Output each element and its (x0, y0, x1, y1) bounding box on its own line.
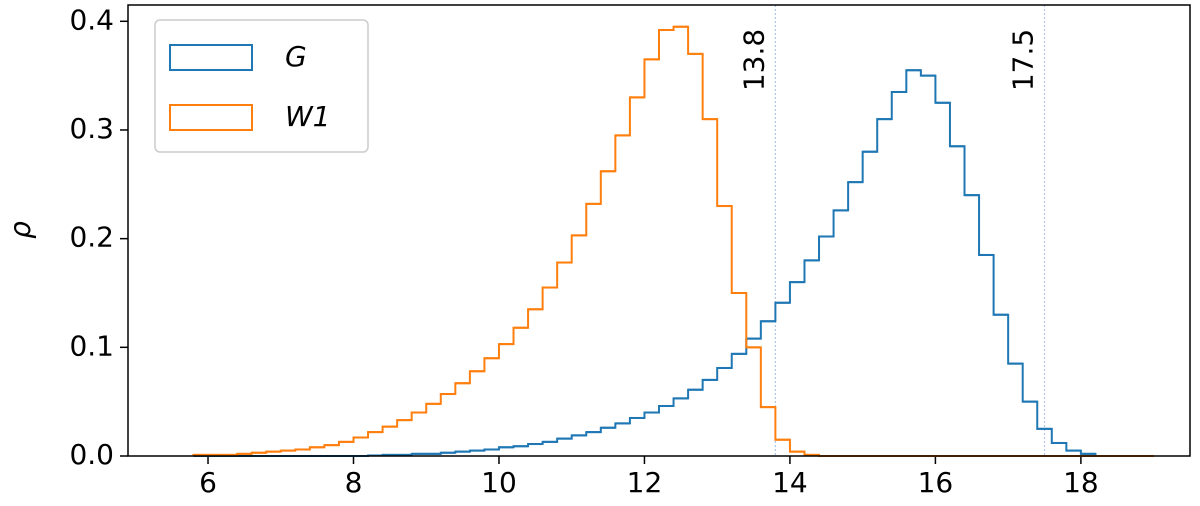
reference-label: 13.8 (737, 29, 770, 91)
x-tick-label: 6 (199, 466, 217, 499)
y-tick-label: 0.3 (69, 112, 114, 145)
legend-swatch (169, 44, 253, 71)
legend-label: W1 (285, 100, 331, 133)
x-tick-label: 14 (772, 466, 808, 499)
y-axis-label: ρ (4, 221, 37, 239)
y-tick-label: 0.2 (69, 221, 114, 254)
x-tick-label: 16 (918, 466, 954, 499)
plot-frame (127, 4, 1191, 457)
y-tick-label: 0.4 (69, 3, 114, 36)
legend-swatch (169, 104, 253, 131)
x-tick-label: 18 (1063, 466, 1099, 499)
y-tick-label: 0.1 (69, 329, 114, 362)
legend-frame (154, 19, 369, 153)
legend-label: G (285, 40, 307, 73)
x-tick-label: 8 (345, 466, 363, 499)
y-tick-label: 0.0 (69, 438, 114, 471)
reference-label: 17.5 (1007, 29, 1040, 91)
x-tick-label: 10 (481, 466, 517, 499)
legend: G W1 (154, 19, 369, 153)
x-tick-label: 12 (627, 466, 663, 499)
